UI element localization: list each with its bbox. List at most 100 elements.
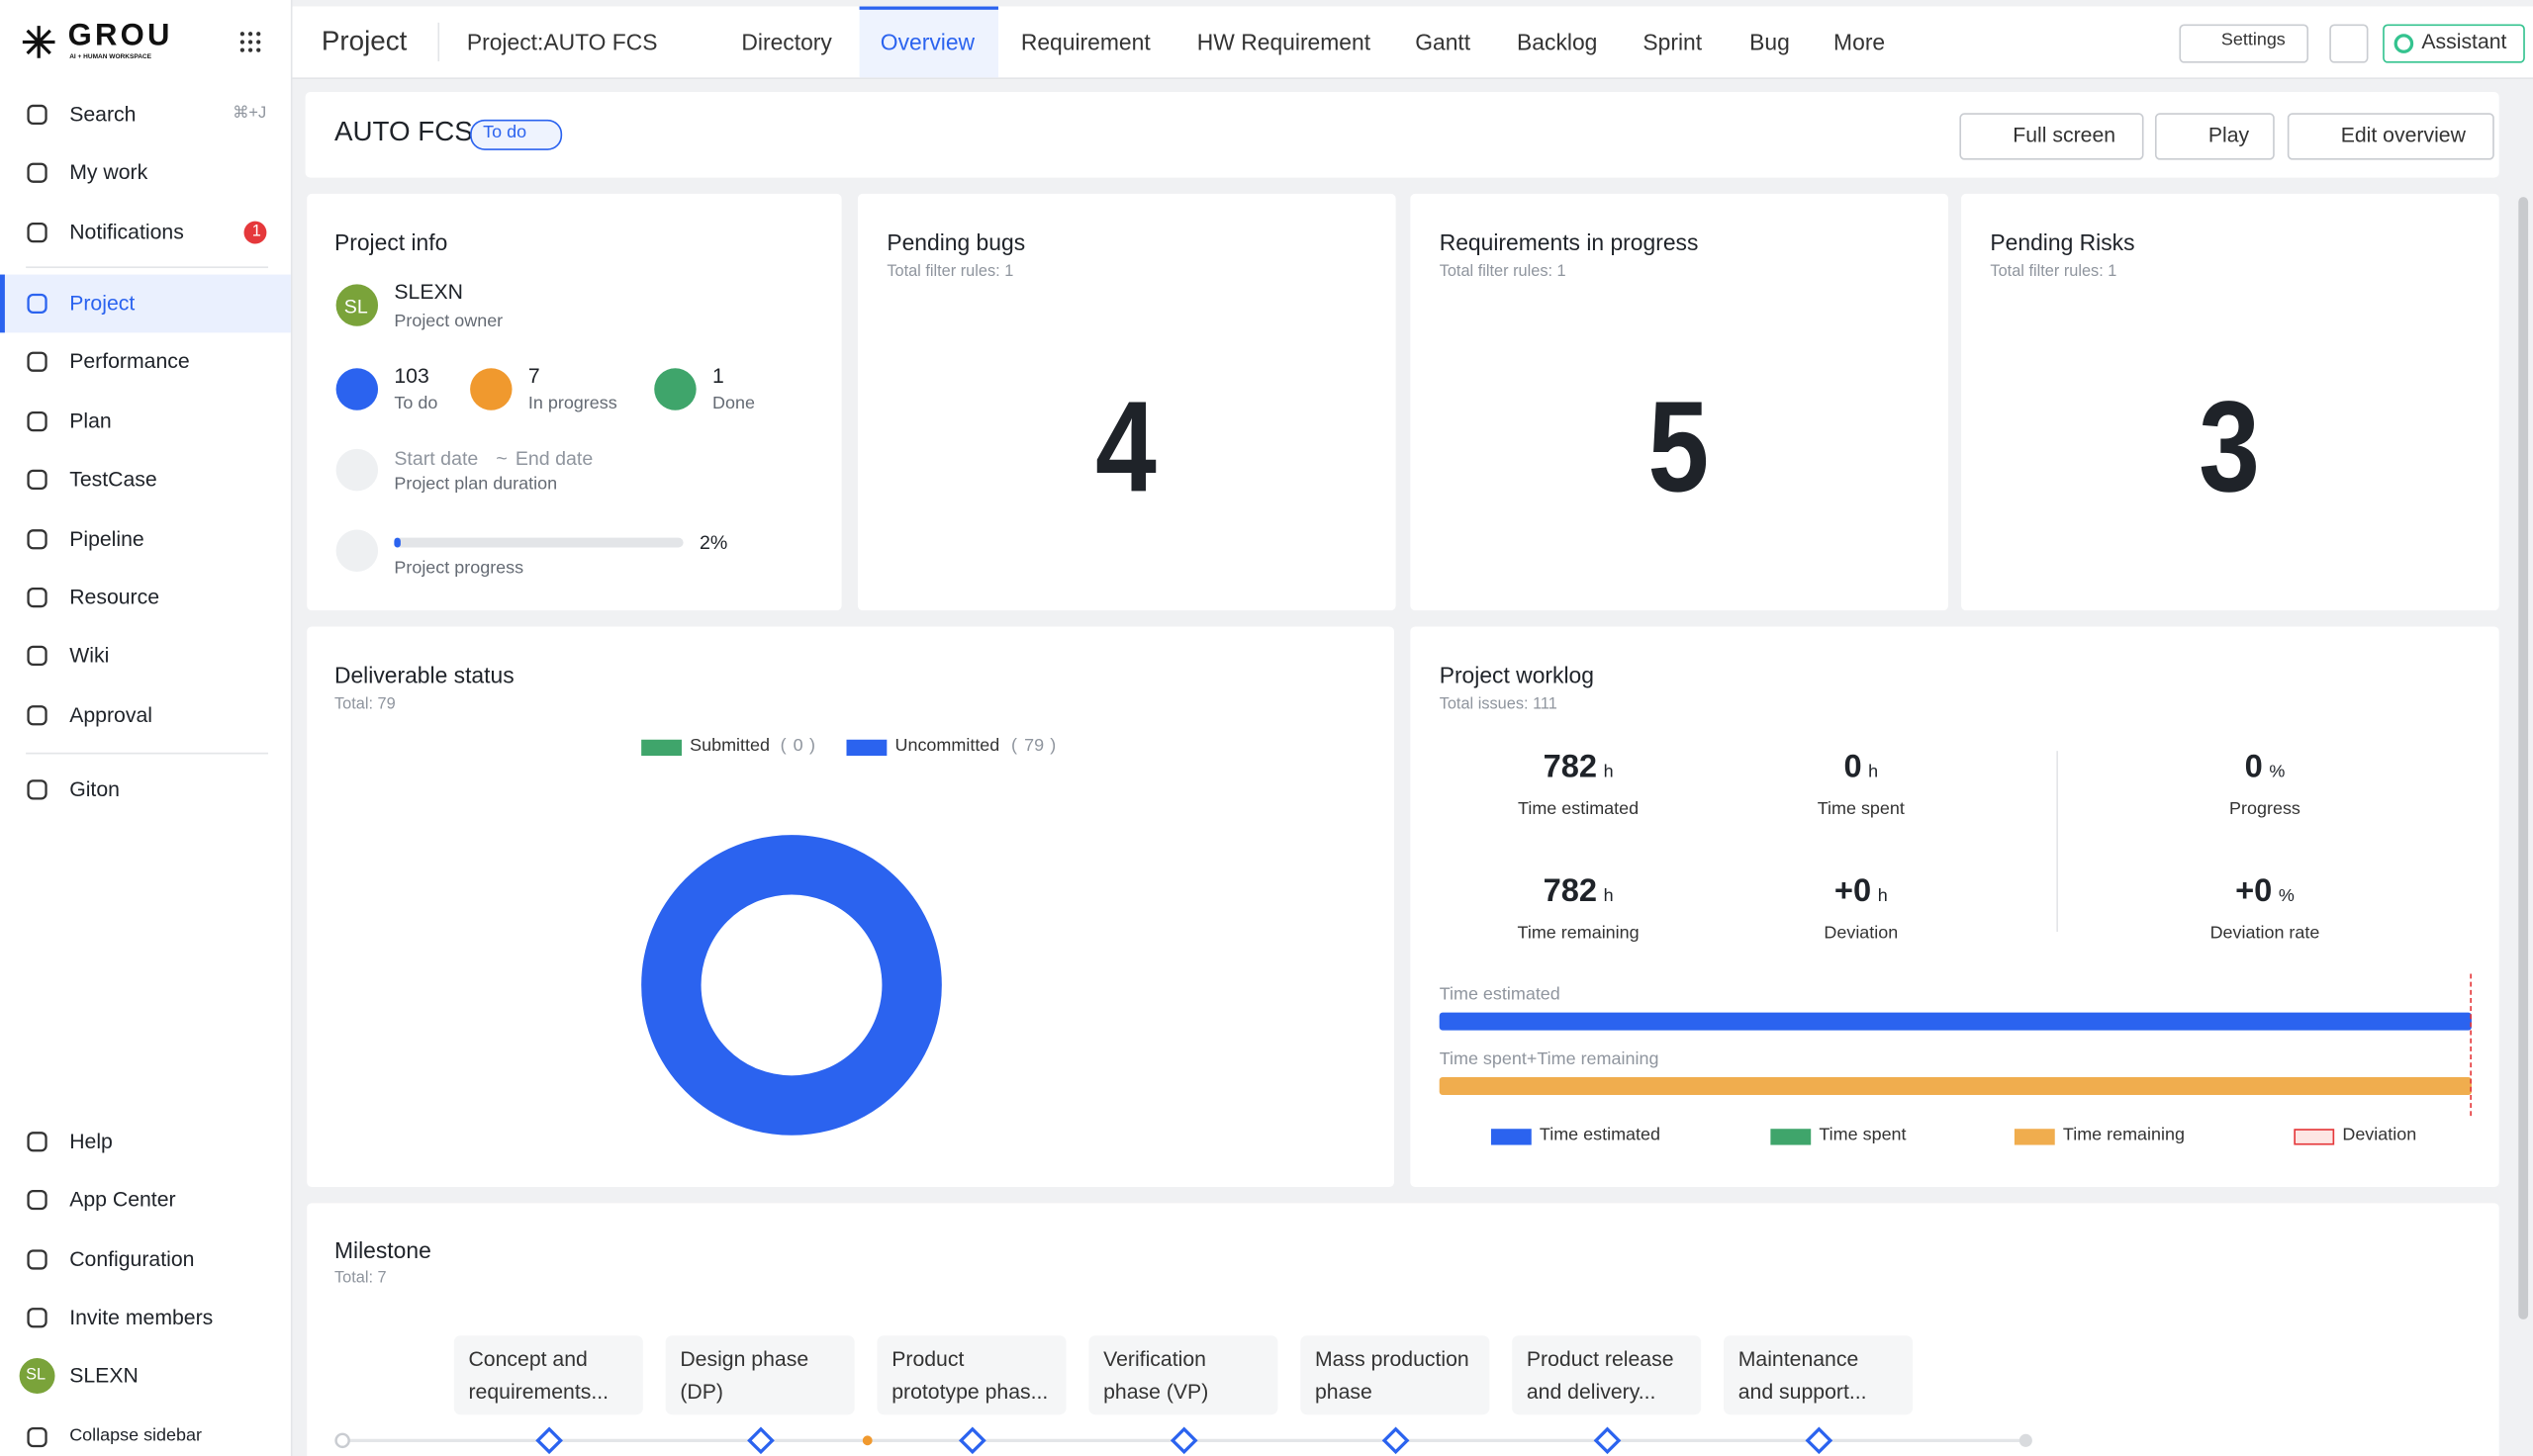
- nav-item[interactable]: Performance: [69, 348, 190, 374]
- logo: [22, 26, 55, 58]
- nav-item[interactable]: Pipeline: [69, 526, 144, 552]
- milestone-label: Mass production: [1314, 1346, 1469, 1372]
- owner-avatar: [335, 284, 379, 326]
- nav-item[interactable]: Invite members: [69, 1305, 214, 1329]
- stat-number: 782 h: [1544, 872, 1614, 916]
- nav-item[interactable]: App Center: [69, 1187, 176, 1212]
- worklog-bar: [1439, 1076, 2472, 1095]
- card-subtitle: Total filter rules: 1: [1990, 263, 2117, 282]
- metric-value: 5: [1647, 374, 1710, 519]
- action-label: Edit overview: [2340, 123, 2466, 147]
- nav-item[interactable]: Giton: [69, 776, 120, 802]
- icon-shape: [27, 1308, 47, 1328]
- icon-shape: [27, 705, 47, 726]
- apps-grid: [239, 32, 261, 52]
- card-title: Pending bugs: [887, 228, 1026, 255]
- milestone-box[interactable]: [1512, 1335, 1702, 1415]
- nav-item[interactable]: Configuration: [69, 1246, 195, 1272]
- badge-count: 1: [251, 223, 261, 241]
- metric-value: 3: [2199, 374, 2260, 519]
- icon-shape: [27, 645, 47, 666]
- legend-swatch: [641, 739, 682, 757]
- milestone-box[interactable]: [877, 1335, 1067, 1415]
- icon-shape: [27, 1189, 47, 1211]
- milestone-label: Product: [891, 1346, 965, 1372]
- card-subtitle: Total: 7: [333, 1269, 387, 1288]
- tab-more[interactable]: More: [1833, 28, 1886, 54]
- card-title: Requirements in progress: [1439, 228, 1699, 255]
- tab[interactable]: Overview: [880, 28, 976, 54]
- icon-shape: [27, 587, 47, 608]
- nav-item[interactable]: Project: [69, 291, 136, 316]
- milestone-label: Product release: [1526, 1346, 1674, 1372]
- tab[interactable]: Sprint: [1642, 28, 1703, 54]
- tab[interactable]: HW Requirement: [1196, 28, 1371, 54]
- section-title: Project: [321, 25, 408, 56]
- bar-label: Time estimated: [1439, 985, 1560, 1006]
- icon: [27, 645, 47, 666]
- tab[interactable]: Directory: [741, 28, 832, 54]
- track-end: [2018, 1433, 2032, 1447]
- milestone-label: Design phase: [680, 1346, 809, 1372]
- nav-item[interactable]: Plan: [69, 409, 112, 433]
- icon: [27, 410, 47, 432]
- nav-item[interactable]: My work: [69, 159, 148, 185]
- tab[interactable]: Bug: [1749, 28, 1790, 54]
- icon: [27, 293, 47, 315]
- nav-item[interactable]: Notifications: [69, 220, 184, 244]
- tab[interactable]: Gantt: [1415, 28, 1471, 54]
- card-title: Milestone: [333, 1235, 431, 1263]
- nav-item[interactable]: SLEXN: [69, 1363, 139, 1388]
- bar-label: Time spent+Time remaining: [1439, 1049, 1659, 1070]
- nav-item[interactable]: Collapse sidebar: [69, 1426, 202, 1446]
- active-item: [0, 274, 291, 333]
- tab[interactable]: Requirement: [1020, 28, 1151, 54]
- status-label: Done: [712, 395, 755, 414]
- legend-swatch: [846, 739, 888, 757]
- card-title: Project worklog: [1439, 661, 1594, 687]
- logo-ray: [38, 29, 51, 44]
- action-button[interactable]: [2287, 113, 2494, 160]
- settings-button[interactable]: [2179, 24, 2309, 63]
- icon: [27, 351, 47, 372]
- progress-label: Project progress: [394, 559, 524, 580]
- today-marker: [862, 1435, 873, 1446]
- stat-value: 0: [2244, 749, 2263, 785]
- icon-shape: [27, 162, 47, 183]
- metric-card: [1410, 193, 1948, 611]
- icon-shape: [27, 222, 47, 243]
- dot: [247, 40, 253, 45]
- legend-name: Time estimated: [1539, 1126, 1661, 1146]
- nav-item[interactable]: Wiki: [69, 643, 110, 668]
- stat-label: Deviation rate: [2209, 924, 2320, 945]
- icon: [27, 779, 47, 800]
- legend-name: Deviation: [2342, 1126, 2417, 1146]
- donut-segment: [641, 835, 942, 1136]
- deviation-marker: [2470, 973, 2472, 1117]
- progress-track: [394, 537, 684, 548]
- milestone-box[interactable]: [453, 1335, 643, 1415]
- milestone-box[interactable]: [665, 1335, 855, 1415]
- action-button[interactable]: [1959, 113, 2144, 160]
- nav-item[interactable]: Resource: [69, 585, 160, 609]
- milestone-diamond: [959, 1426, 986, 1455]
- icon-shape: [27, 104, 47, 126]
- action-button[interactable]: [2154, 113, 2275, 160]
- legend-name: Time remaining: [2062, 1126, 2186, 1146]
- nav-item[interactable]: Help: [69, 1129, 113, 1154]
- project-select[interactable]: Project:AUTO FCS: [466, 28, 658, 54]
- stat-number: 782 h: [1544, 748, 1614, 791]
- nav-item[interactable]: Search: [69, 102, 137, 127]
- stat-value: +0: [1833, 873, 1872, 910]
- milestone-box[interactable]: [1088, 1335, 1278, 1415]
- add-button[interactable]: [2329, 24, 2369, 63]
- tab[interactable]: Backlog: [1517, 28, 1598, 54]
- milestone-box[interactable]: [1300, 1335, 1490, 1415]
- nav-item[interactable]: Approval: [69, 702, 152, 727]
- assistant-button[interactable]: [2383, 24, 2525, 63]
- nav-item[interactable]: TestCase: [69, 467, 157, 492]
- milestone-box[interactable]: [1724, 1335, 1914, 1415]
- badge: [243, 221, 267, 244]
- milestone-diamond: [535, 1426, 563, 1455]
- stat-number: +0%: [2235, 872, 2295, 916]
